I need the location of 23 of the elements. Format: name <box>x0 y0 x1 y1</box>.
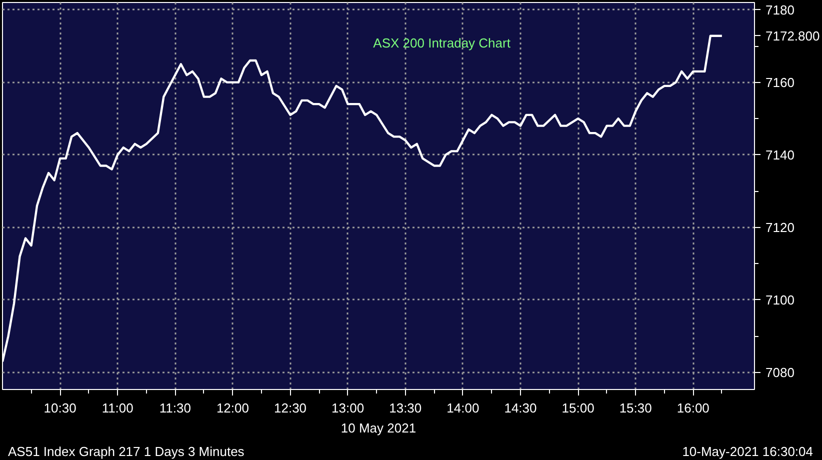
x-tick-label: 10:30 <box>44 400 76 416</box>
x-tick-label: 12:30 <box>274 400 307 416</box>
y-tick-label: 7080 <box>766 364 794 380</box>
y-tick-label: 7140 <box>766 147 794 162</box>
text: AS51 Index Graph 217 1 Days 3 Minutes <box>8 443 246 460</box>
x-tick-label: 13:00 <box>332 400 364 416</box>
text: 10-May-2021 16:30:04 <box>681 443 813 460</box>
x-tick-label: 15:00 <box>562 400 594 416</box>
y-tick-label: 7100 <box>766 292 794 308</box>
x-axis-title: 10 May 2021 <box>340 420 416 436</box>
x-tick-label: 16:00 <box>676 400 710 416</box>
x-tick-label: 11:00 <box>102 400 134 416</box>
y-tick-label: 7160 <box>766 74 794 90</box>
text: ASX 200 Intraday Chart <box>373 36 511 50</box>
y-tick-label: 7120 <box>766 220 794 235</box>
x-tick-label: 14:00 <box>446 400 480 416</box>
x-tick-label: 15:30 <box>619 400 652 416</box>
y-tick-label: 7180 <box>766 2 794 18</box>
x-tick-label: 11:30 <box>159 400 191 416</box>
y-tick-label: 7172.800 <box>766 28 820 44</box>
x-tick-label: 14:30 <box>504 400 537 416</box>
x-tick-label: 12:00 <box>216 400 249 416</box>
x-tick-label: 13:30 <box>389 400 422 416</box>
